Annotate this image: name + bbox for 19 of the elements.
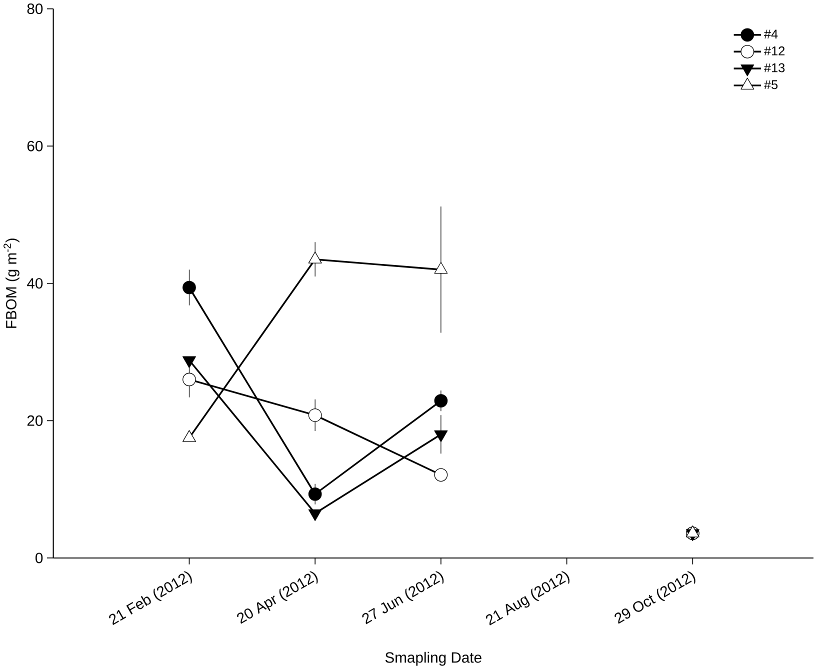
y-axis-title: FBOM (g m$^{-2}$) (4, 238, 20, 328)
point (308, 408, 322, 422)
legend-label: #4 (764, 30, 778, 38)
y-tick-label: 40 (27, 278, 43, 289)
point (182, 372, 196, 386)
x-axis-title: Smapling Date (385, 652, 482, 666)
y-tick-label: 80 (27, 3, 43, 14)
point (434, 468, 448, 482)
legend-label: #12 (764, 46, 785, 56)
y-tick-label: 0 (36, 552, 43, 564)
point (434, 262, 448, 274)
y-tick-label: 20 (27, 415, 43, 426)
y-tick-label: 60 (27, 140, 43, 152)
legend-label: #5 (764, 80, 778, 90)
point (182, 280, 196, 294)
point (434, 394, 448, 408)
point (308, 251, 322, 264)
point (308, 487, 322, 501)
legend-label: #13 (764, 63, 785, 72)
